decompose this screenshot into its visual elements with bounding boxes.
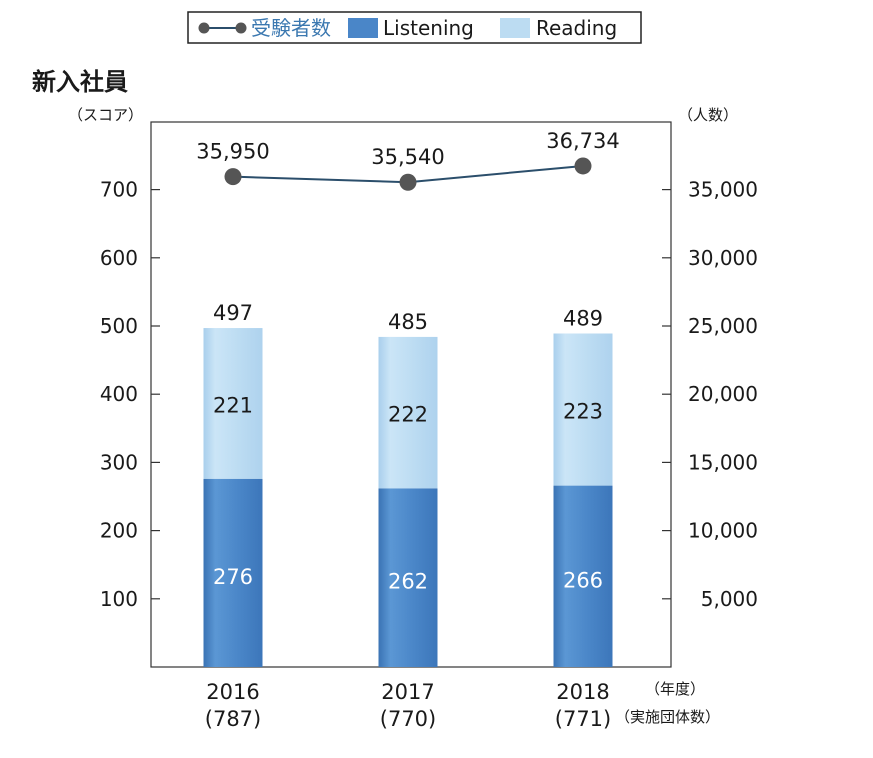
left-tick-label: 600 [100, 246, 138, 270]
examinee-point [399, 173, 417, 191]
right-tick-label: 25,000 [688, 314, 758, 338]
x-axis: 2016 (787) 2017 (770) 2018 (771) [205, 680, 611, 731]
right-tick-label: 30,000 [688, 246, 758, 270]
left-tick-label: 700 [100, 178, 138, 202]
x-category-count-label: (771) [555, 707, 611, 731]
total-value-label: 497 [213, 301, 253, 325]
x-category-count-label: (787) [205, 707, 261, 731]
left-tick-label: 200 [100, 519, 138, 543]
legend-line-dot-right [235, 22, 247, 34]
examinee-value-label: 35,950 [196, 140, 269, 164]
total-value-label: 489 [563, 307, 603, 331]
right-axis-unit-label: （人数） [678, 106, 738, 124]
listening-value-label: 276 [213, 565, 253, 589]
left-tick-label: 300 [100, 450, 138, 474]
examinee-point [574, 157, 592, 175]
left-axis: 100 200 300 400 500 600 700 [100, 178, 160, 611]
examinee-point [224, 168, 242, 186]
legend-swatch-reading [500, 18, 530, 38]
left-tick-label: 500 [100, 314, 138, 338]
left-tick-label: 400 [100, 382, 138, 406]
bar-listening [553, 485, 613, 667]
x-category-label: 2016 [206, 680, 259, 704]
x-axis-count-label: （実施団体数） [615, 708, 720, 726]
examinee-value-label: 35,540 [371, 145, 444, 169]
right-tick-label: 20,000 [688, 382, 758, 406]
left-tick-label: 100 [100, 587, 138, 611]
bar-reading [203, 328, 263, 479]
right-tick-label: 15,000 [688, 450, 758, 474]
x-axis-year-label: （年度） [645, 680, 705, 698]
examinee-line: 35,950 35,540 36,734 [196, 129, 620, 191]
reading-value-label: 222 [388, 403, 428, 427]
reading-value-label: 223 [563, 400, 603, 424]
x-category-count-label: (770) [380, 707, 436, 731]
right-tick-label: 35,000 [688, 178, 758, 202]
bar-listening [378, 488, 438, 667]
x-category-label: 2018 [556, 680, 609, 704]
chart-title: 新入社員 [32, 68, 128, 96]
x-category-label: 2017 [381, 680, 434, 704]
reading-value-label: 221 [213, 393, 253, 417]
legend-label-listening: Listening [383, 16, 474, 40]
legend-label-examinees: 受験者数 [251, 16, 331, 40]
listening-value-label: 262 [388, 570, 428, 594]
legend-frame [187, 11, 642, 44]
bar-reading [553, 333, 613, 486]
bar-reading [378, 336, 438, 489]
bars: 276 221 497 262 222 485 266 223 489 [203, 301, 613, 667]
legend-swatch-listening [348, 18, 378, 38]
listening-value-label: 266 [563, 568, 603, 592]
legend: 受験者数 Listening Reading [187, 11, 642, 44]
legend-label-reading: Reading [536, 16, 617, 40]
right-tick-label: 10,000 [688, 519, 758, 543]
right-axis: 5,000 10,000 15,000 20,000 25,000 30,000 35,00… [662, 178, 758, 611]
examinee-value-label: 36,734 [546, 129, 619, 153]
right-tick-label: 5,000 [701, 587, 758, 611]
legend-line-dot-left [198, 22, 210, 34]
total-value-label: 485 [388, 310, 428, 334]
left-axis-unit-label: （スコア） [68, 106, 143, 124]
bar-listening [203, 478, 263, 667]
